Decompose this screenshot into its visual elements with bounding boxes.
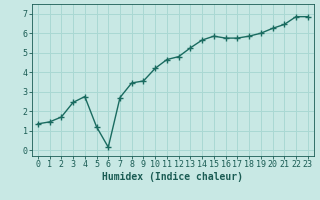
X-axis label: Humidex (Indice chaleur): Humidex (Indice chaleur)	[102, 172, 243, 182]
